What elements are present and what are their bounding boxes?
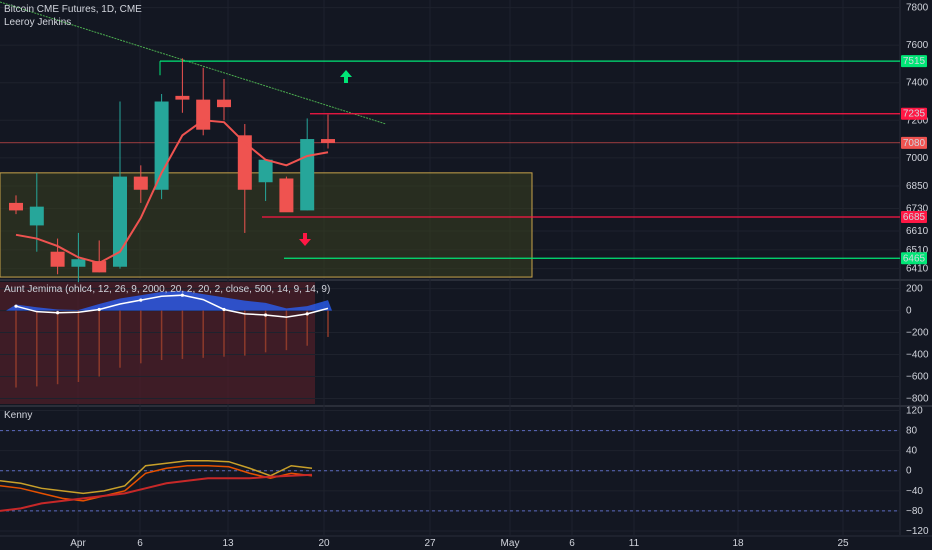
- oscillator-signal-line: [15, 294, 329, 318]
- y-tick-label: −120: [906, 526, 929, 537]
- oscillator-histogram-area: [6, 290, 332, 311]
- price-tag-text: 6465: [903, 253, 926, 264]
- y-tick-label: −600: [906, 372, 929, 383]
- kenny-series-line: [0, 464, 313, 502]
- price-tag-text: 7080: [903, 138, 926, 149]
- price-tag-7235: [901, 107, 927, 120]
- y-tick-label: 7200: [906, 115, 929, 126]
- kenny-series-line: [0, 459, 313, 495]
- x-tick-label: 6: [569, 538, 575, 549]
- oscillator-dot: [14, 304, 18, 308]
- y-tick-label: 6410: [906, 264, 929, 275]
- kenny-series-line: [0, 473, 313, 512]
- price-tag-7080: [901, 136, 927, 149]
- oscillator-dot: [139, 298, 143, 302]
- price-tag-text: 6685: [903, 212, 926, 223]
- y-tick-label: 6610: [906, 226, 929, 237]
- candle-body: [175, 95, 190, 100]
- x-tick-label: 20: [318, 538, 330, 549]
- y-tick-label: 0: [906, 306, 912, 317]
- y-tick-label: 0: [906, 466, 912, 477]
- y-tick-label: 7000: [906, 153, 929, 164]
- y-tick-label: 80: [906, 426, 918, 437]
- x-tick-label: 11: [629, 538, 640, 549]
- y-tick-label: 6730: [906, 204, 929, 215]
- indicator-title[interactable]: Leeroy Jenkins: [4, 17, 72, 28]
- oscillator-dot: [264, 313, 268, 317]
- descending-trendline: [0, 1, 387, 125]
- price-tag-6465: [901, 252, 927, 265]
- y-tick-label: 7600: [906, 40, 929, 51]
- candle-body: [50, 251, 65, 267]
- oscillator-dot: [56, 311, 60, 315]
- y-tick-label: 200: [906, 284, 923, 295]
- candle-body: [300, 139, 315, 211]
- y-tick-label: 7400: [906, 78, 929, 89]
- y-tick-label: −200: [906, 328, 929, 339]
- candle-body: [321, 139, 335, 143]
- oscillator-dot: [222, 307, 226, 312]
- candle-body: [113, 176, 127, 267]
- price-tag-text: 7515: [903, 56, 926, 67]
- candle-body: [92, 261, 107, 273]
- candle-body: [154, 101, 169, 190]
- y-tick-label: −800: [906, 394, 929, 405]
- oscillator-dot: [97, 307, 101, 312]
- y-tick-label: 6510: [906, 245, 929, 256]
- kenny-title[interactable]: Kenny: [4, 410, 33, 421]
- down-arrow-icon: [299, 233, 311, 246]
- x-tick-label: 27: [424, 538, 436, 549]
- y-tick-label: 40: [906, 446, 918, 457]
- candle-body: [71, 259, 86, 267]
- candle-body: [196, 99, 211, 130]
- x-tick-label: 18: [732, 538, 744, 549]
- oscillator-dot: [180, 293, 184, 297]
- x-tick-label: 6: [137, 538, 143, 549]
- up-arrow-icon: [340, 70, 352, 83]
- price-tag-7515: [901, 55, 927, 68]
- y-tick-label: −400: [906, 350, 929, 361]
- candle-body: [279, 178, 294, 213]
- oscillator-title[interactable]: Aunt Jemima (ohlc4, 12, 26, 9, 2000, 20,…: [4, 284, 331, 295]
- candle-body: [237, 135, 252, 190]
- x-tick-label: 13: [222, 538, 234, 549]
- y-tick-label: 7800: [906, 3, 929, 14]
- x-tick-label: 25: [837, 538, 849, 549]
- y-tick-label: 120: [906, 406, 923, 417]
- y-tick-label: 6850: [906, 181, 929, 192]
- candle-body: [258, 159, 273, 183]
- price-tag-text: 7235: [903, 109, 926, 120]
- x-tick-label: May: [501, 538, 520, 549]
- oscillator-dot: [305, 312, 309, 316]
- candle-body: [29, 206, 44, 226]
- price-tag-6685: [901, 210, 927, 223]
- candle-body: [217, 99, 231, 108]
- candle-body: [133, 176, 148, 190]
- symbol-title[interactable]: Bitcoin CME Futures, 1D, CME: [4, 4, 142, 15]
- y-tick-label: −80: [906, 506, 923, 517]
- y-tick-label: −40: [906, 486, 923, 497]
- moving-average-line: [15, 119, 329, 265]
- x-tick-label: Apr: [70, 538, 86, 549]
- candle-body: [9, 202, 23, 211]
